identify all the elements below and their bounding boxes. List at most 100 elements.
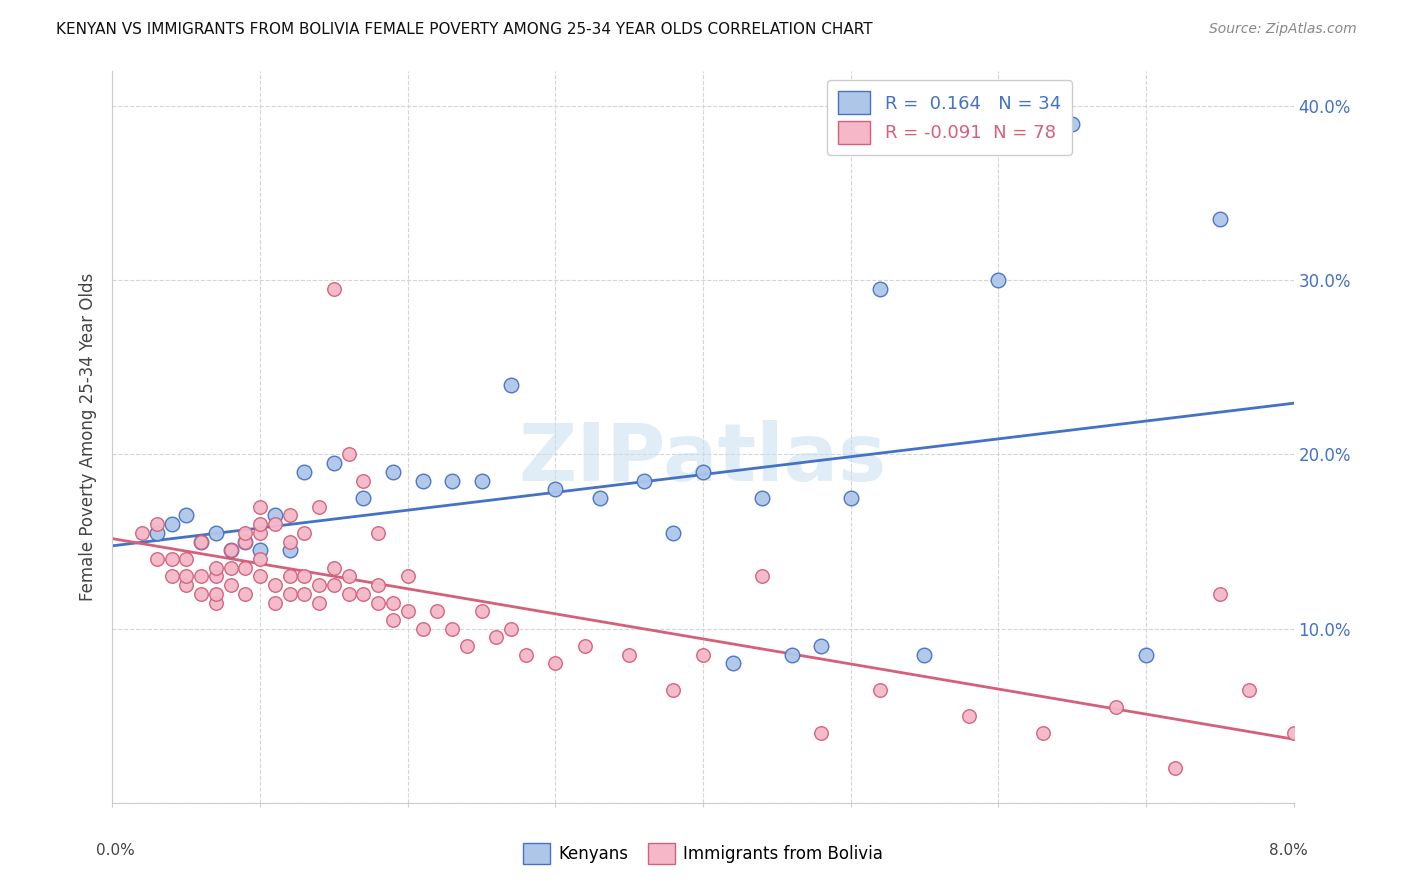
Point	[352, 474, 374, 488]
Point	[146, 525, 169, 540]
Point	[160, 517, 183, 532]
Point	[501, 622, 523, 636]
Point	[190, 587, 212, 601]
Point	[249, 543, 271, 558]
Point	[352, 587, 374, 601]
Point	[382, 613, 405, 627]
Point	[574, 639, 596, 653]
Point	[751, 491, 773, 505]
Text: KENYAN VS IMMIGRANTS FROM BOLIVIA FEMALE POVERTY AMONG 25-34 YEAR OLDS CORRELATI: KENYAN VS IMMIGRANTS FROM BOLIVIA FEMALE…	[56, 22, 873, 37]
Point	[1239, 682, 1261, 697]
Point	[190, 569, 212, 583]
Point	[249, 569, 271, 583]
Point	[337, 569, 360, 583]
Point	[485, 631, 508, 645]
Point	[456, 639, 478, 653]
Point	[544, 657, 567, 671]
Point	[957, 708, 980, 723]
Point	[692, 465, 714, 479]
Point	[219, 560, 242, 574]
Point	[278, 587, 301, 601]
Point	[219, 578, 242, 592]
Point	[515, 648, 537, 662]
Point	[1164, 761, 1187, 775]
Point	[441, 474, 464, 488]
Point	[205, 525, 228, 540]
Point	[544, 483, 567, 497]
Point	[146, 552, 169, 566]
Point	[471, 474, 494, 488]
Point	[174, 552, 197, 566]
Point	[396, 604, 419, 618]
Y-axis label: Female Poverty Among 25-34 Year Olds: Female Poverty Among 25-34 Year Olds	[79, 273, 97, 601]
Point	[278, 569, 301, 583]
Point	[662, 525, 685, 540]
Point	[160, 569, 183, 583]
Point	[751, 569, 773, 583]
Point	[264, 595, 287, 609]
Point	[160, 552, 183, 566]
Point	[308, 578, 330, 592]
Point	[174, 569, 197, 583]
Point	[292, 569, 315, 583]
Point	[278, 534, 301, 549]
Point	[233, 525, 256, 540]
Point	[308, 595, 330, 609]
Point	[619, 648, 641, 662]
Point	[205, 560, 228, 574]
Point	[337, 448, 360, 462]
Point	[441, 622, 464, 636]
Point	[1135, 648, 1157, 662]
Point	[869, 682, 891, 697]
Point	[278, 508, 301, 523]
Point	[264, 517, 287, 532]
Point	[1208, 587, 1232, 601]
Point	[190, 534, 212, 549]
Legend: Kenyans, Immigrants from Bolivia: Kenyans, Immigrants from Bolivia	[516, 837, 890, 871]
Point	[1208, 212, 1232, 227]
Point	[190, 534, 212, 549]
Point	[219, 543, 242, 558]
Point	[249, 552, 271, 566]
Point	[264, 508, 287, 523]
Point	[352, 491, 374, 505]
Point	[174, 578, 197, 592]
Point	[780, 648, 803, 662]
Point	[869, 282, 891, 296]
Point	[1105, 700, 1128, 714]
Point	[396, 569, 419, 583]
Point	[233, 587, 256, 601]
Point	[233, 534, 256, 549]
Point	[249, 525, 271, 540]
Point	[382, 595, 405, 609]
Point	[174, 508, 197, 523]
Point	[146, 517, 169, 532]
Point	[249, 500, 271, 514]
Point	[810, 726, 832, 740]
Point	[1032, 726, 1054, 740]
Text: Source: ZipAtlas.com: Source: ZipAtlas.com	[1209, 22, 1357, 37]
Text: ZIPatlas: ZIPatlas	[519, 420, 887, 498]
Point	[471, 604, 494, 618]
Point	[219, 543, 242, 558]
Point	[382, 465, 405, 479]
Point	[367, 525, 389, 540]
Point	[721, 657, 744, 671]
Point	[323, 456, 346, 470]
Point	[205, 595, 228, 609]
Point	[810, 639, 832, 653]
Point	[205, 569, 228, 583]
Point	[367, 578, 389, 592]
Point	[412, 622, 434, 636]
Point	[292, 525, 315, 540]
Point	[692, 648, 714, 662]
Point	[839, 491, 862, 505]
Point	[233, 560, 256, 574]
Point	[412, 474, 434, 488]
Point	[323, 282, 346, 296]
Point	[426, 604, 449, 618]
Point	[292, 587, 315, 601]
Point	[131, 525, 153, 540]
Point	[914, 648, 936, 662]
Point	[308, 500, 330, 514]
